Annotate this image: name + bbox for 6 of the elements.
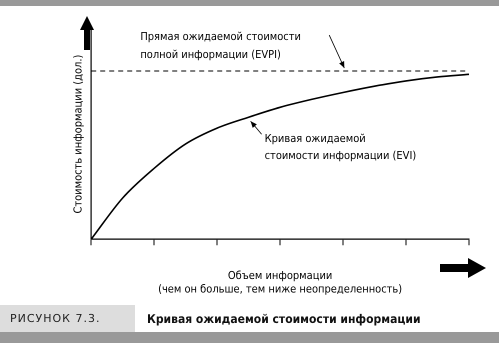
text: Кривая ожидаемой стоимости информации bbox=[146, 312, 421, 326]
y-axis-title: Стоимость информации (дол.) bbox=[71, 54, 84, 214]
ref-line-label: Прямая ожидаемой стоимости полной информации (EVPI) bbox=[140, 30, 301, 61]
text: РИСУНОК 7.3. bbox=[0, 305, 135, 332]
legend-label: Кривая ожидаемой стоимости информации (EVI) bbox=[264, 132, 416, 162]
x-axis-title: Объем информации (чем он больше, тем ниже неопределенность) bbox=[158, 269, 402, 296]
